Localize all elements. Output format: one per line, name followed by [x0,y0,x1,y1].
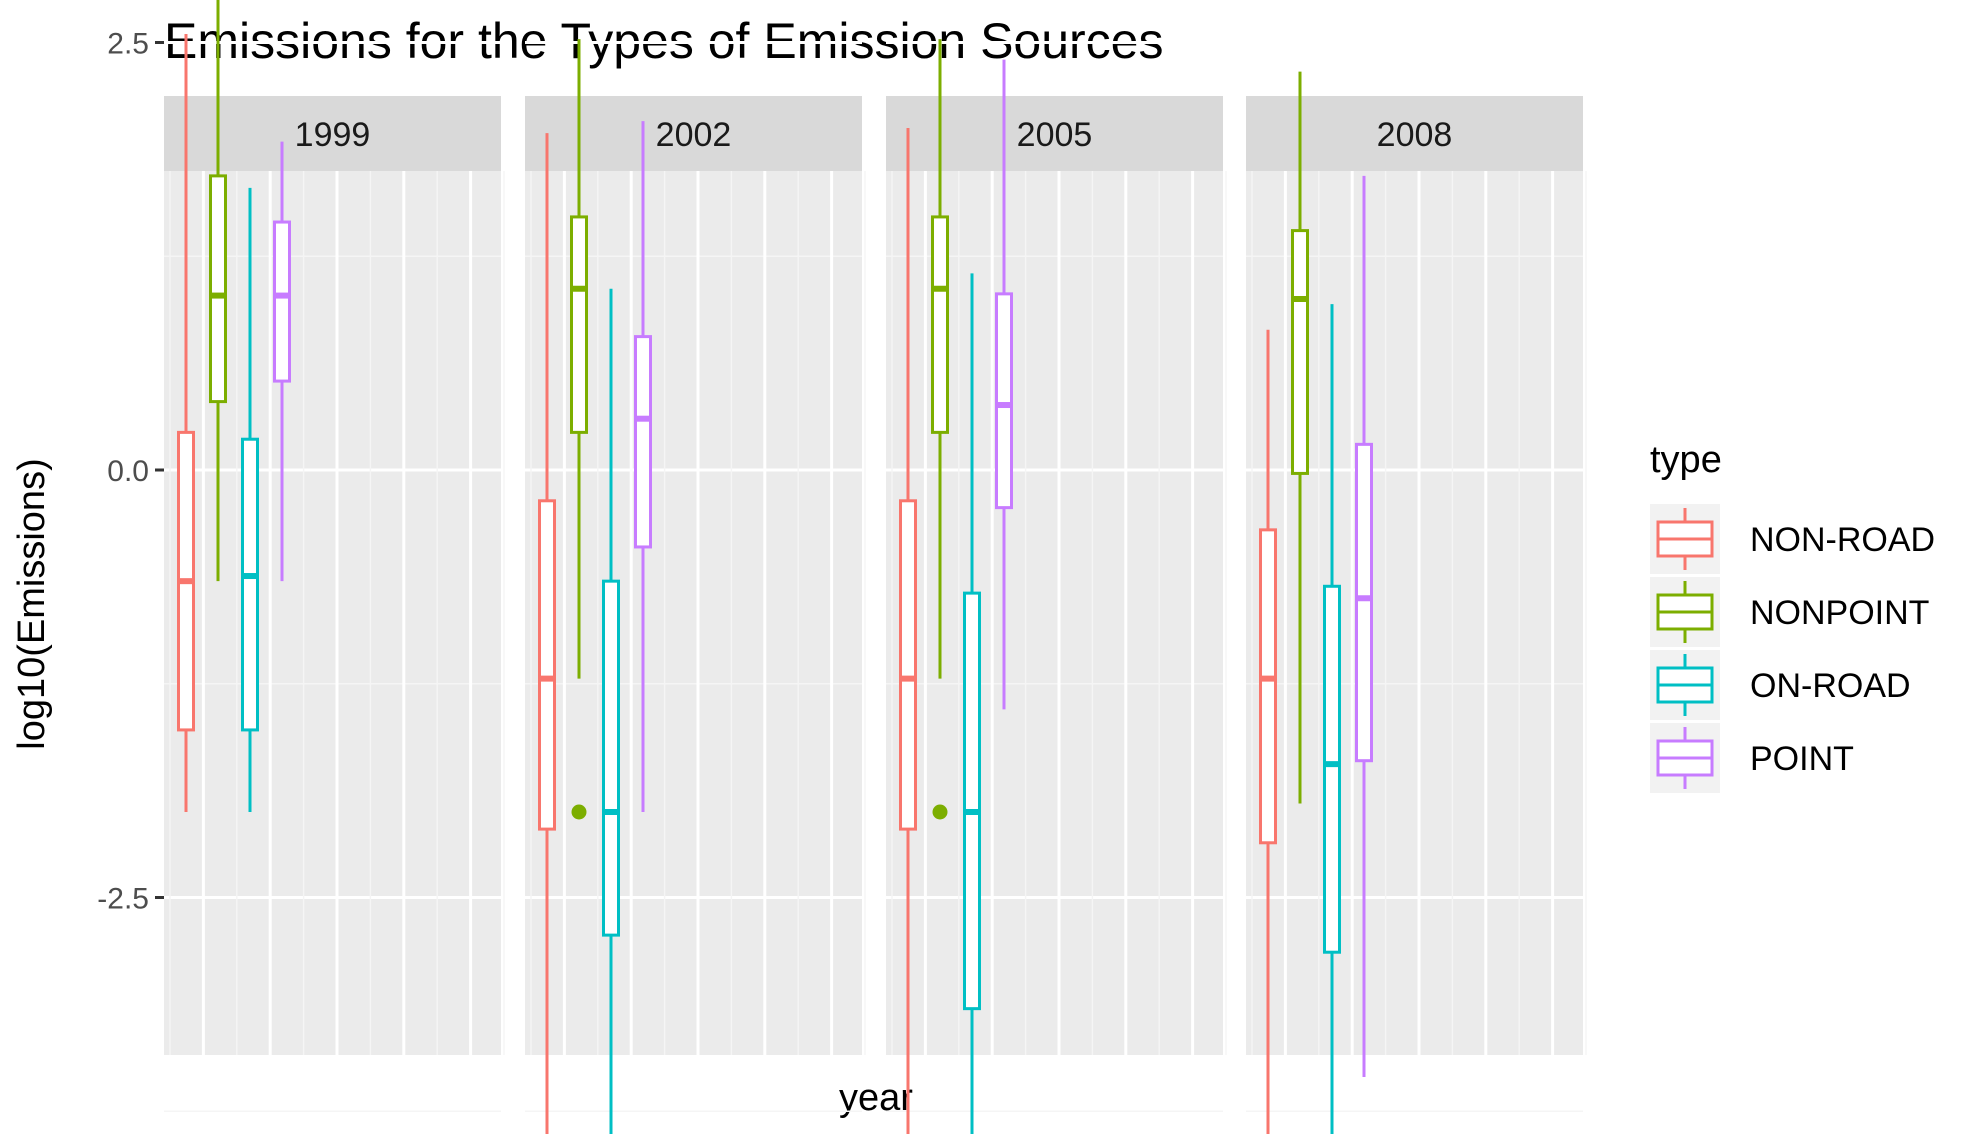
legend-entry-non-road: NON-ROAD [1650,504,1935,574]
boxplot-non-road-2008 [1259,329,1277,1134]
facet-strip [525,96,862,171]
box-iqr [1355,442,1373,763]
boxplot-point-1999 [273,141,291,582]
box-iqr [538,499,556,831]
boxplot-point-2008 [1355,175,1373,1078]
legend-entry-point: POINT [1650,723,1854,793]
box-iqr [602,579,620,937]
facet-panel-2002: 2002 [525,39,866,1134]
legend-entry-on-road: ON-ROAD [1650,650,1911,720]
box-iqr [1323,584,1341,954]
legend-label: NONPOINT [1750,594,1929,632]
facet-strip [886,96,1223,171]
boxplot-point-2005 [995,59,1013,710]
facet-strip-label: 2002 [656,116,732,154]
boxplot-on-road-2002 [602,288,620,1134]
legend-entry-nonpoint: NONPOINT [1650,577,1929,647]
box-iqr [931,215,949,434]
facet-strip-label: 2008 [1377,116,1453,154]
legend-title: type [1650,439,1722,481]
y-tick-label: 0.0 [107,455,149,488]
facet-panels: 1999 2002 2005 2008 [164,0,1587,1134]
y-tick-label: 2.5 [107,28,149,61]
boxplot-non-road-2002 [538,133,556,1134]
box-iqr [1259,528,1277,845]
boxplot-nonpoint-2005 [931,39,949,820]
box-iqr [963,591,981,1011]
outlier-point [932,804,948,820]
facet-strip [1246,96,1583,171]
box-iqr [634,335,652,549]
x-axis-label: year [839,1077,913,1119]
boxplot-on-road-2005 [963,273,981,1134]
y-axis-label: log10(Emissions) [11,458,53,749]
boxplot-nonpoint-2008 [1291,71,1309,804]
box-iqr [899,499,917,831]
facet-strip-label: 2005 [1017,116,1093,154]
outlier-point [571,804,587,820]
y-axis: 2.50.0-2.5-5.0 [97,28,164,916]
legend-label: ON-ROAD [1750,667,1911,705]
legend-label: POINT [1750,740,1854,778]
facet-panel-2008: 2008 [1246,41,1587,1134]
box-iqr [1291,229,1309,475]
legend: type NON-ROAD NONPOINT ON-ROAD POINT [1650,439,1935,793]
box-iqr [273,220,291,383]
box-iqr [995,292,1013,510]
facet-strip-label: 1999 [295,116,371,154]
boxplot-on-road-2008 [1323,304,1341,1134]
boxplot-non-road-2005 [899,128,917,1134]
boxplot-nonpoint-2002 [570,39,588,820]
legend-label: NON-ROAD [1750,521,1935,559]
box-iqr [241,437,259,732]
facet-panel-1999: 1999 [164,0,505,1112]
boxplot-nonpoint-1999 [209,0,227,582]
box-iqr [209,174,227,404]
facet-strip [164,96,501,171]
box-iqr [570,215,588,434]
boxplot-point-2002 [634,121,652,812]
boxplot-non-road-1999 [177,33,195,812]
y-tick-label: -2.5 [97,883,149,916]
facet-panel-2005: 2005 [886,39,1227,1134]
boxplot-on-road-1999 [241,187,259,812]
